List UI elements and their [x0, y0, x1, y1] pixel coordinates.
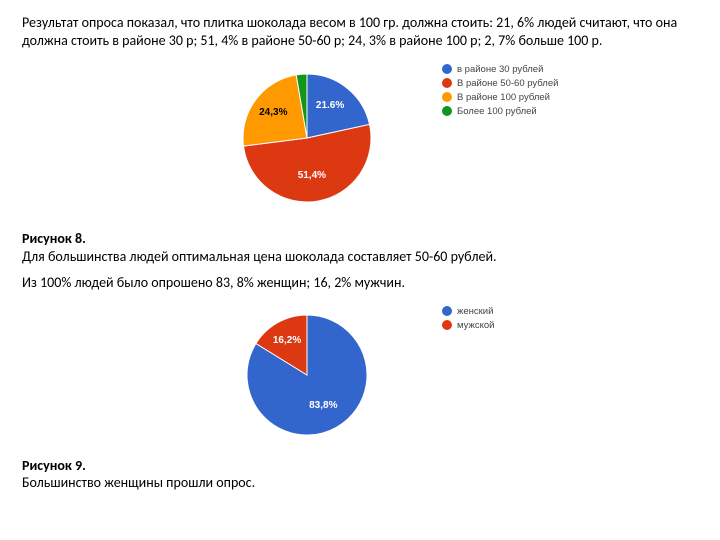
- legend-label: мужской: [457, 320, 494, 331]
- legend-swatch: [442, 64, 452, 74]
- legend-swatch: [442, 106, 452, 116]
- chart-1-legend: в районе 30 рублей В районе 50-60 рублей В…: [442, 64, 558, 120]
- chart-2-block: 83,8% 16,2% женский мужской: [22, 300, 698, 455]
- legend-label: В районе 100 рублей: [457, 92, 550, 103]
- pie-slice-label: 16,2%: [273, 335, 301, 346]
- legend-row: женский: [442, 306, 494, 317]
- pie-slice-label: 83,8%: [309, 400, 337, 411]
- legend-row: в районе 30 рублей: [442, 64, 558, 75]
- legend-swatch: [442, 92, 452, 102]
- legend-label: женский: [457, 306, 493, 317]
- mid-paragraph: Из 100% людей было опрошено 83, 8% женщи…: [22, 274, 698, 292]
- caption-2: Рисунок 9. Большинство женщины прошли оп…: [22, 457, 698, 493]
- pie-slice-label: 21.6%: [316, 100, 344, 111]
- legend-row: В районе 100 рублей: [442, 92, 558, 103]
- caption-1-body: Для большинства людей оптимальная цена ш…: [22, 248, 497, 265]
- caption-1-title: Рисунок 8.: [22, 230, 86, 247]
- caption-1: Рисунок 8. Для большинства людей оптимал…: [22, 230, 698, 266]
- caption-2-body: Большинство женщины прошли опрос.: [22, 474, 255, 491]
- pie-slice-label: 51,4%: [298, 170, 326, 181]
- pie-chart-1: [22, 58, 381, 212]
- legend-row: В районе 50-60 рублей: [442, 78, 558, 89]
- legend-row: мужской: [442, 320, 494, 331]
- intro-paragraph: Результат опроса показал, что плитка шок…: [22, 14, 698, 50]
- legend-label: в районе 30 рублей: [457, 64, 543, 75]
- legend-swatch: [442, 78, 452, 88]
- legend-row: Более 100 рублей: [442, 106, 558, 117]
- pie-slice-label: 24,3%: [259, 107, 287, 118]
- legend-label: Более 100 рублей: [457, 106, 537, 117]
- pie-chart-2: [22, 300, 377, 445]
- caption-2-title: Рисунок 9.: [22, 457, 86, 474]
- legend-label: В районе 50-60 рублей: [457, 78, 558, 89]
- chart-2-legend: женский мужской: [442, 306, 494, 334]
- legend-swatch: [442, 306, 452, 316]
- legend-swatch: [442, 320, 452, 330]
- chart-1-block: 21.6% 51,4% 24,3% в районе 30 рублей В райо…: [22, 58, 698, 228]
